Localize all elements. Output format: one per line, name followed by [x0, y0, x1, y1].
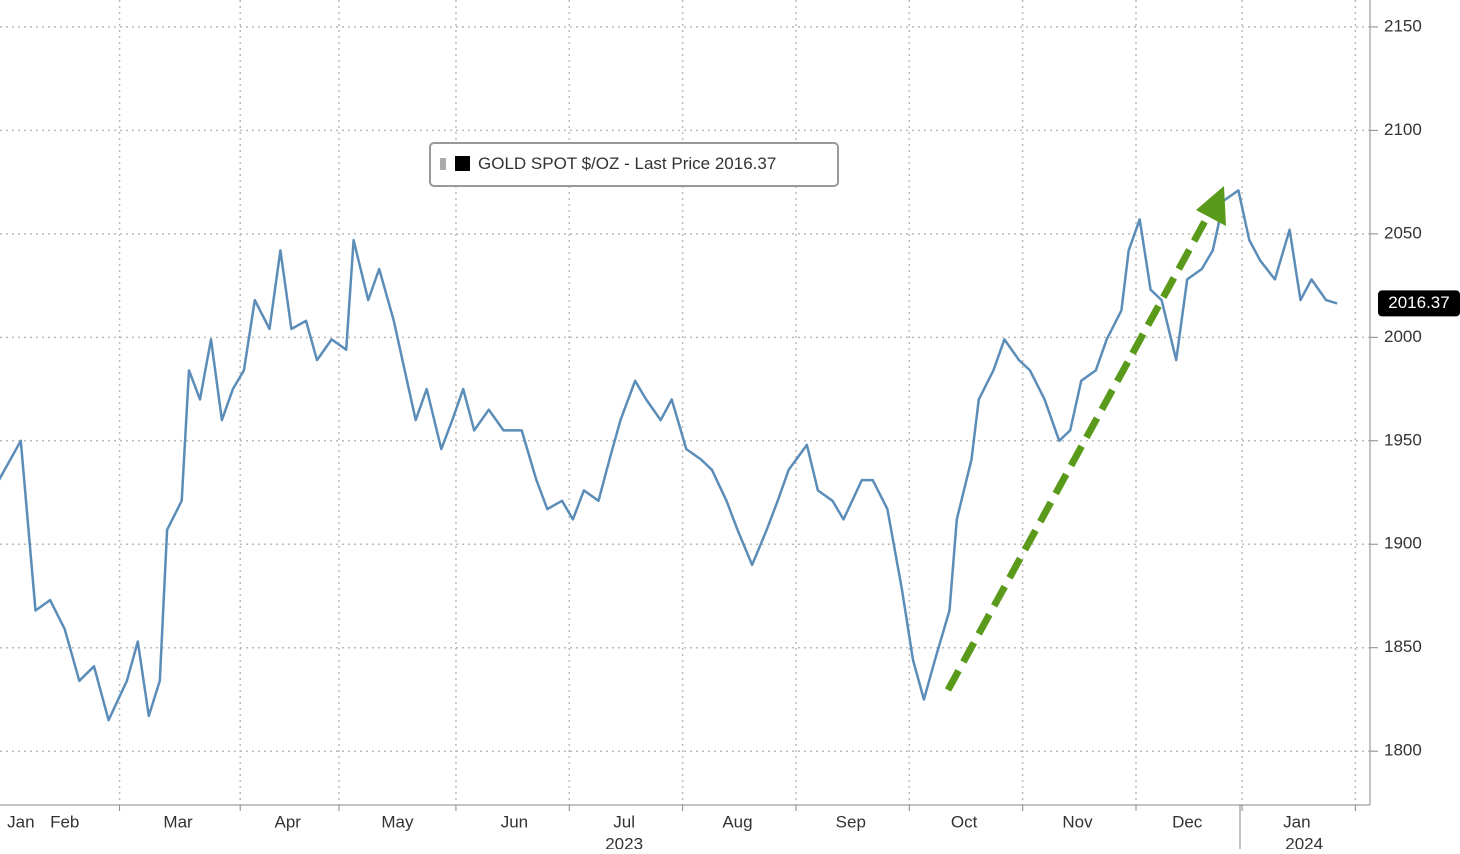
- x-tick-label: Aug: [722, 812, 752, 831]
- y-tick-label: 1950: [1384, 430, 1422, 449]
- x-tick-label: Apr: [275, 812, 302, 831]
- year-label: 2024: [1285, 834, 1323, 849]
- x-tick-label: Jan: [7, 812, 34, 831]
- x-tick-label: Jan: [1283, 812, 1310, 831]
- last-price-label: 2016.37: [1388, 293, 1449, 312]
- legend-swatch: [455, 156, 470, 171]
- year-label: 2023: [605, 834, 643, 849]
- legend-text: GOLD SPOT $/OZ - Last Price 2016.37: [478, 154, 776, 173]
- x-tick-label: May: [381, 812, 414, 831]
- legend-box: [429, 142, 839, 187]
- y-tick-label: 1900: [1384, 534, 1422, 553]
- trend-arrow: [944, 186, 1226, 692]
- x-tick-label: Dec: [1172, 812, 1203, 831]
- y-tick-label: 1800: [1384, 741, 1422, 760]
- legend-price: 2016.37: [715, 154, 776, 173]
- y-tick-label: 2150: [1384, 16, 1422, 35]
- x-tick-label: Jun: [501, 812, 528, 831]
- arrow-head: [1196, 186, 1226, 226]
- x-tick-label: Jul: [613, 812, 635, 831]
- y-tick-label: 1850: [1384, 637, 1422, 656]
- x-tick-label: Oct: [951, 812, 978, 831]
- y-tick-label: 2050: [1384, 223, 1422, 242]
- legend-label: GOLD SPOT $/OZ - Last Price: [478, 154, 710, 173]
- price-line: [0, 189, 1338, 722]
- x-tick-label: Sep: [836, 812, 866, 831]
- y-tick-label: 2100: [1384, 120, 1422, 139]
- x-tick-label: Nov: [1062, 812, 1093, 831]
- x-tick-label: Feb: [50, 812, 79, 831]
- legend-icon: [440, 158, 446, 170]
- y-tick-label: 2000: [1384, 327, 1422, 346]
- arrow-shaft: [944, 210, 1214, 692]
- last-price-tag: [1378, 290, 1460, 317]
- legend: GOLD SPOT $/OZ - Last Price 2016.37: [429, 142, 839, 187]
- x-tick-label: Mar: [163, 812, 193, 831]
